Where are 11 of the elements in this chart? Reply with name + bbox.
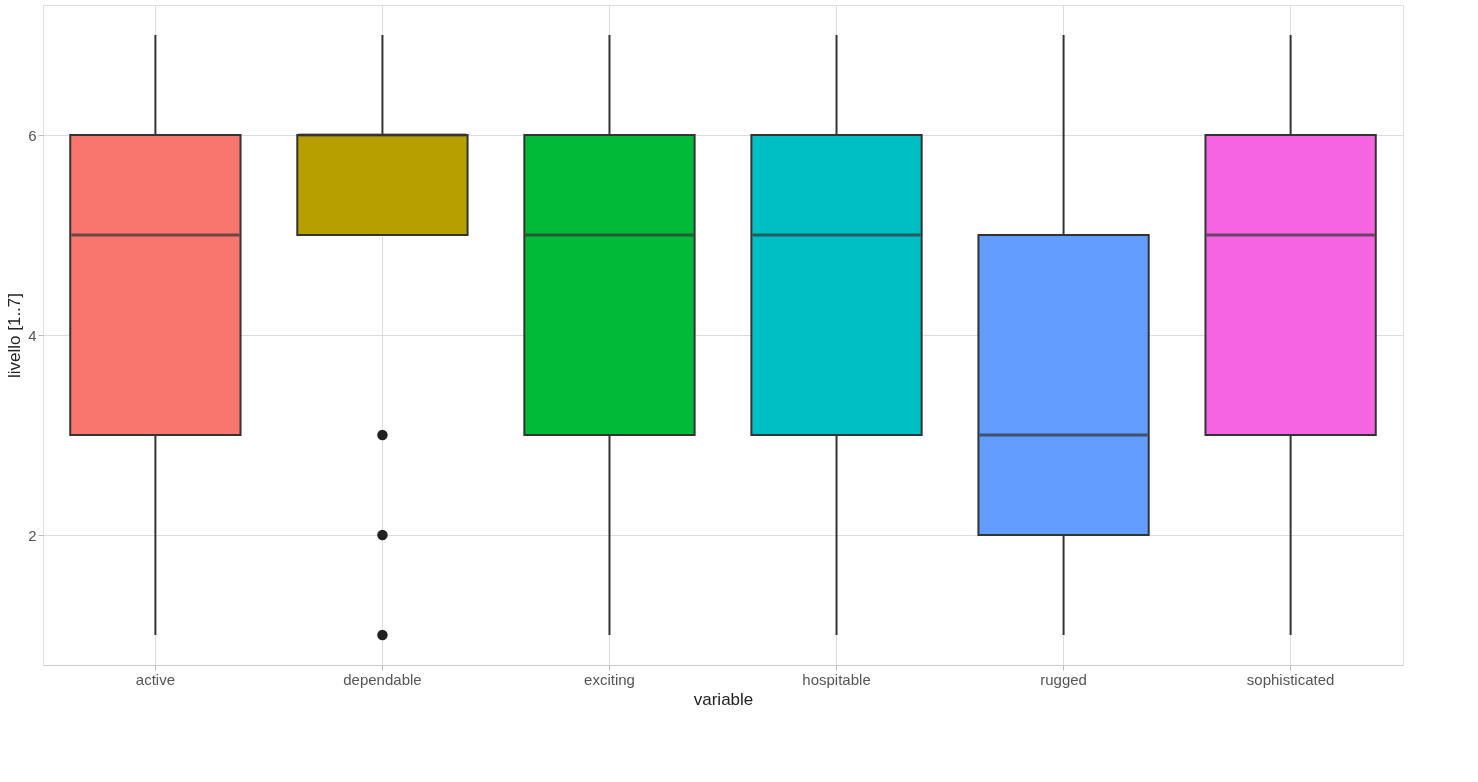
- x-tick-label: sophisticated: [1246, 670, 1335, 688]
- x-tick-label: hospitable: [802, 670, 871, 688]
- x-tick-label: dependable: [343, 670, 422, 688]
- x-tick-label: active: [135, 670, 175, 688]
- x-tick-label: rugged: [1040, 670, 1087, 688]
- y-axis-title: livello [1..7]: [5, 292, 25, 379]
- y-tick-label: 4: [28, 326, 37, 344]
- x-axis-title: variable: [693, 689, 754, 709]
- y-tick-label: 2: [28, 526, 37, 544]
- y-tick-label: 6: [28, 126, 37, 144]
- x-tick-label: exciting: [584, 670, 635, 688]
